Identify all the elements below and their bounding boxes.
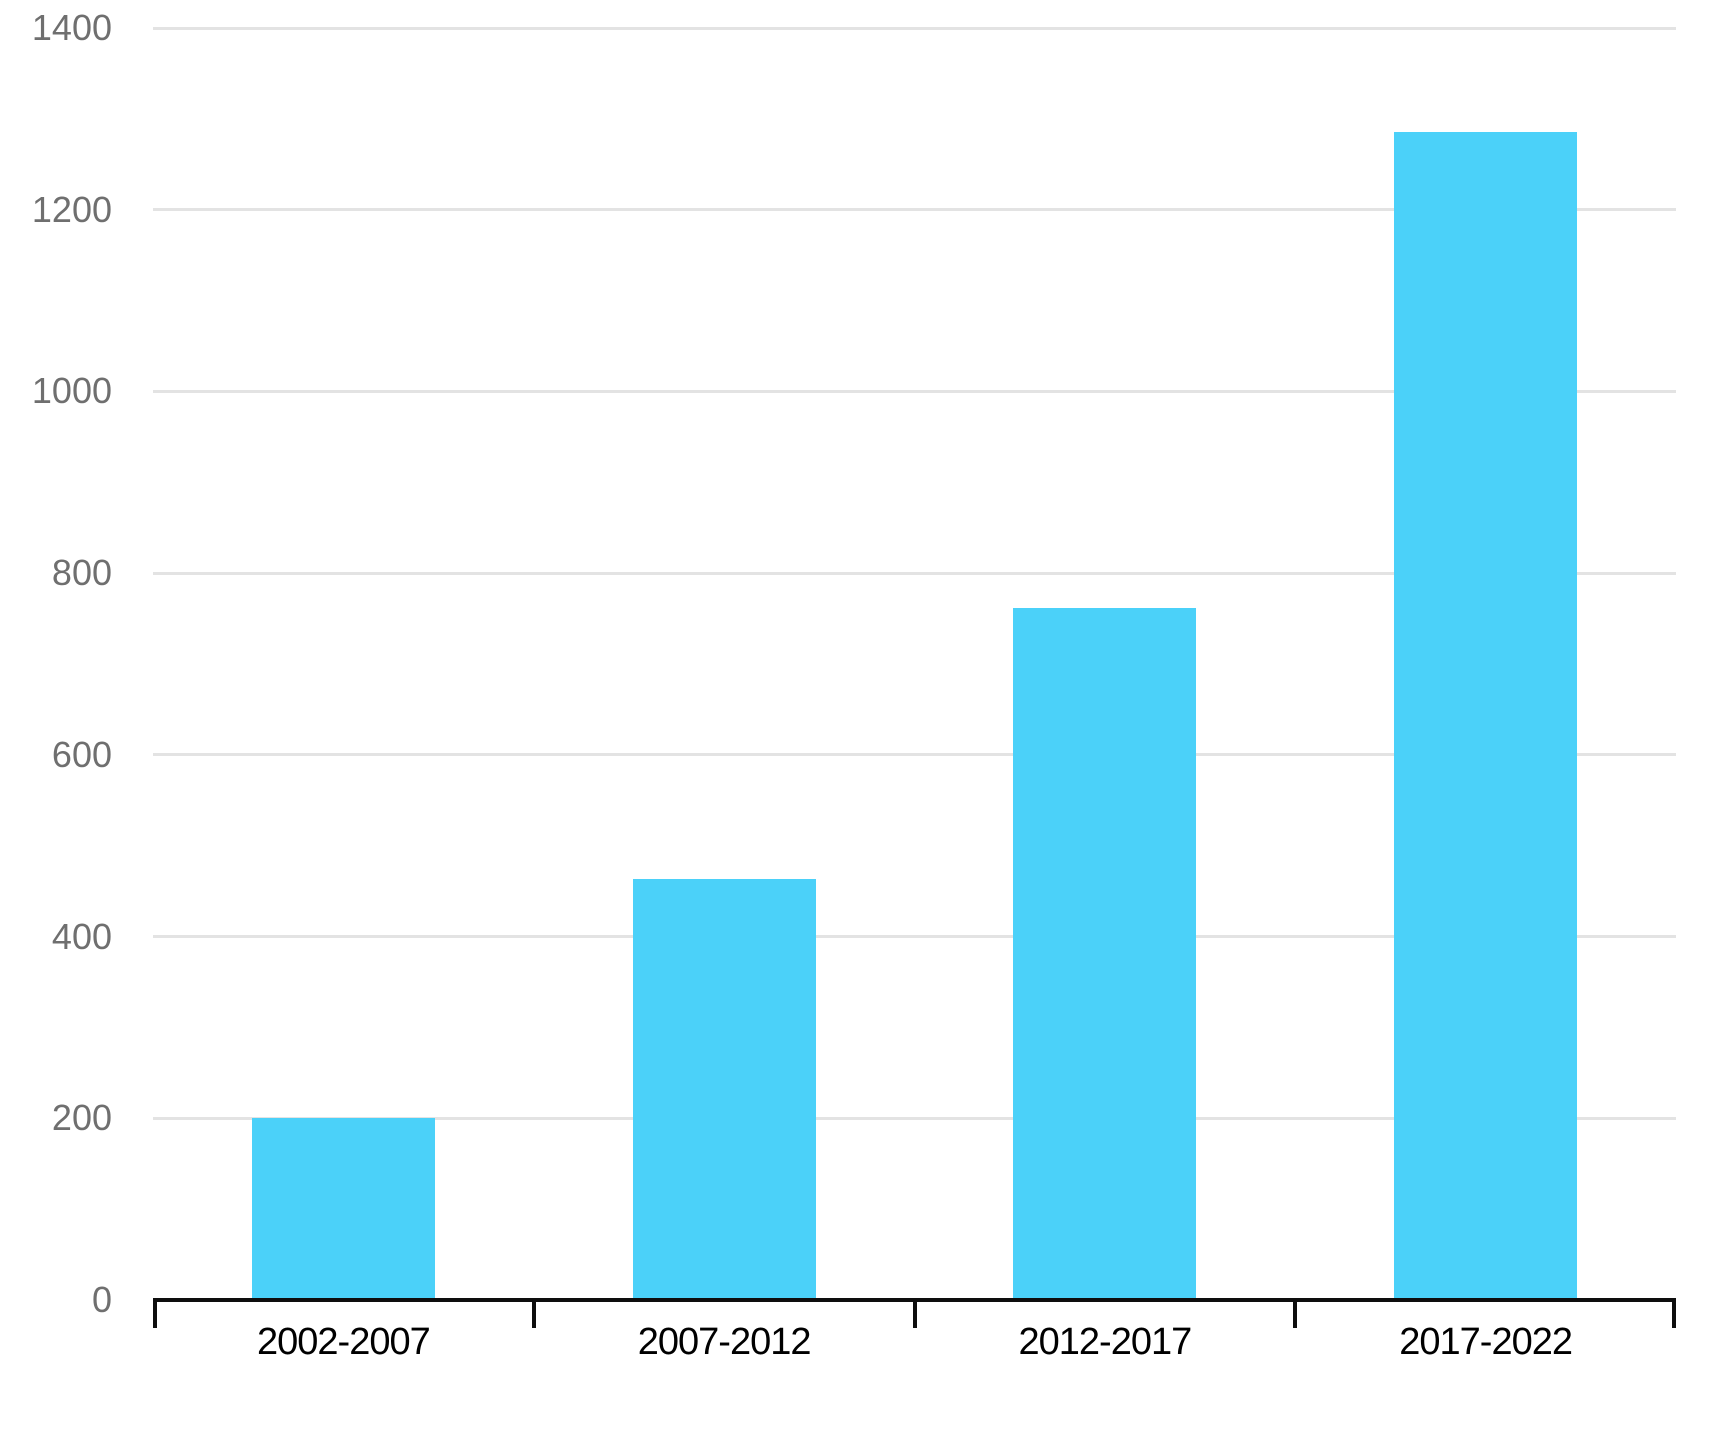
y-axis-tick-label: 400 (51, 915, 112, 957)
y-axis-tick-label: 1400 (31, 7, 112, 48)
x-axis-tick (1293, 1300, 1298, 1328)
gridline (153, 1116, 1676, 1120)
x-axis-tick-label: 2012-2017 (1018, 1321, 1193, 1363)
y-axis-tick-label: 600 (51, 733, 112, 775)
gridline (153, 935, 1676, 939)
gridline (153, 389, 1676, 393)
bar-2002-2007 (251, 1118, 435, 1300)
x-axis-tick (531, 1300, 536, 1328)
x-axis-tick-label: 2017-2022 (1399, 1321, 1573, 1363)
gridline (153, 571, 1676, 575)
x-axis-tick-label: 2002-2007 (257, 1321, 431, 1363)
bar-2012-2017 (1013, 607, 1197, 1300)
bar-2017-2022 (1394, 132, 1578, 1300)
x-axis-tick (1672, 1300, 1676, 1328)
gridline (153, 753, 1676, 757)
y-axis-tick-label: 1200 (31, 188, 112, 230)
gridline (153, 208, 1676, 212)
x-axis-tick (153, 1300, 157, 1328)
x-axis-tick (912, 1300, 917, 1328)
gridline (153, 26, 1676, 30)
bar-2007-2012 (632, 879, 816, 1300)
x-axis-tick-label: 2007-2012 (637, 1321, 812, 1363)
y-axis-tick-label: 0 (91, 1279, 112, 1320)
y-axis-tick-label: 200 (51, 1097, 112, 1139)
y-axis-tick-label: 1000 (31, 370, 112, 412)
y-axis-tick-label: 800 (51, 552, 112, 594)
